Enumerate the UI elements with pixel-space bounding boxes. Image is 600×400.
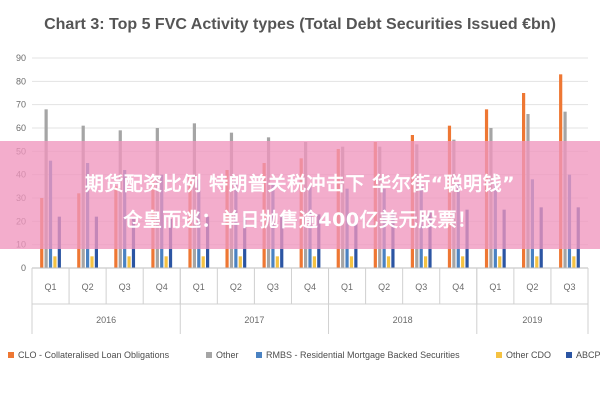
- bar: [461, 256, 465, 268]
- legend: CLO - Collateralised Loan Obligations Oth…: [8, 350, 600, 366]
- chart-title: Chart 3: Top 5 FVC Activity types (Total…: [44, 16, 556, 33]
- overlay-headline-line-1: 期货配资比例 特朗普关税冲击下 华尔街“聪明钱”: [84, 173, 516, 195]
- bar: [127, 256, 131, 268]
- x-tick-label: Q4: [452, 282, 464, 292]
- x-tick-label: Q2: [526, 282, 538, 292]
- bar: [424, 256, 428, 268]
- legend-swatch: [566, 352, 572, 358]
- legend-label: Other: [216, 350, 239, 360]
- legend-swatch: [256, 352, 262, 358]
- legend-item: RMBS - Residential Mortgage Backed Secur…: [256, 350, 460, 360]
- legend-label: Other CDO: [506, 350, 552, 360]
- y-tick-label: 90: [16, 53, 26, 63]
- x-tick-label: Q1: [489, 282, 501, 292]
- y-tick-label: 60: [16, 123, 26, 133]
- legend-swatch: [206, 352, 212, 358]
- bar: [201, 256, 205, 268]
- y-tick-label: 0: [21, 263, 26, 273]
- bar: [312, 256, 316, 268]
- bar: [90, 256, 94, 268]
- legend-item: Other CDO: [496, 350, 551, 360]
- x-tick-label: Q2: [230, 282, 242, 292]
- legend-swatch: [8, 352, 14, 358]
- overlay-headline-line-2: 仓皇而逃：单日抛售逾400亿美元股票！: [123, 209, 477, 231]
- overlay-banner: 期货配资比例 特朗普关税冲击下 华尔街“聪明钱” 仓皇而逃：单日抛售逾400亿美…: [0, 141, 600, 249]
- bar: [386, 256, 391, 268]
- bar: [498, 256, 502, 268]
- x-tick-label: Q3: [415, 282, 427, 292]
- x-tick-label: Q2: [378, 282, 390, 292]
- x-tick-label: Q1: [45, 282, 57, 292]
- legend-item: CLO - Collateralised Loan Obligations: [8, 350, 169, 360]
- legend-label: ABCP: [576, 350, 600, 360]
- legend-swatch: [496, 352, 502, 358]
- x-tick-label: Q4: [304, 282, 316, 292]
- year-label: 2018: [393, 315, 413, 325]
- year-label: 2019: [522, 315, 542, 325]
- legend-item: Other: [206, 350, 239, 360]
- year-label: 2016: [96, 315, 116, 325]
- bar: [238, 256, 242, 268]
- bar: [535, 256, 539, 268]
- year-label: 2017: [244, 315, 264, 325]
- x-tick-label: Q3: [563, 282, 575, 292]
- x-tick-label: Q4: [156, 282, 168, 292]
- bar: [349, 256, 354, 268]
- x-tick-label: Q1: [341, 282, 353, 292]
- bar: [164, 256, 168, 268]
- x-tick-label: Q3: [119, 282, 131, 292]
- y-tick-label: 80: [16, 76, 26, 86]
- x-tick-label: Q3: [267, 282, 279, 292]
- x-tick-label: Q1: [193, 282, 205, 292]
- legend-label: RMBS - Residential Mortgage Backed Secur…: [266, 350, 460, 360]
- bar: [275, 256, 279, 268]
- bar: [572, 256, 576, 268]
- legend-item: ABCP: [566, 350, 600, 360]
- bar: [53, 256, 57, 268]
- y-tick-label: 70: [16, 100, 26, 110]
- legend-label: CLO - Collateralised Loan Obligations: [18, 350, 170, 360]
- x-tick-label: Q2: [82, 282, 94, 292]
